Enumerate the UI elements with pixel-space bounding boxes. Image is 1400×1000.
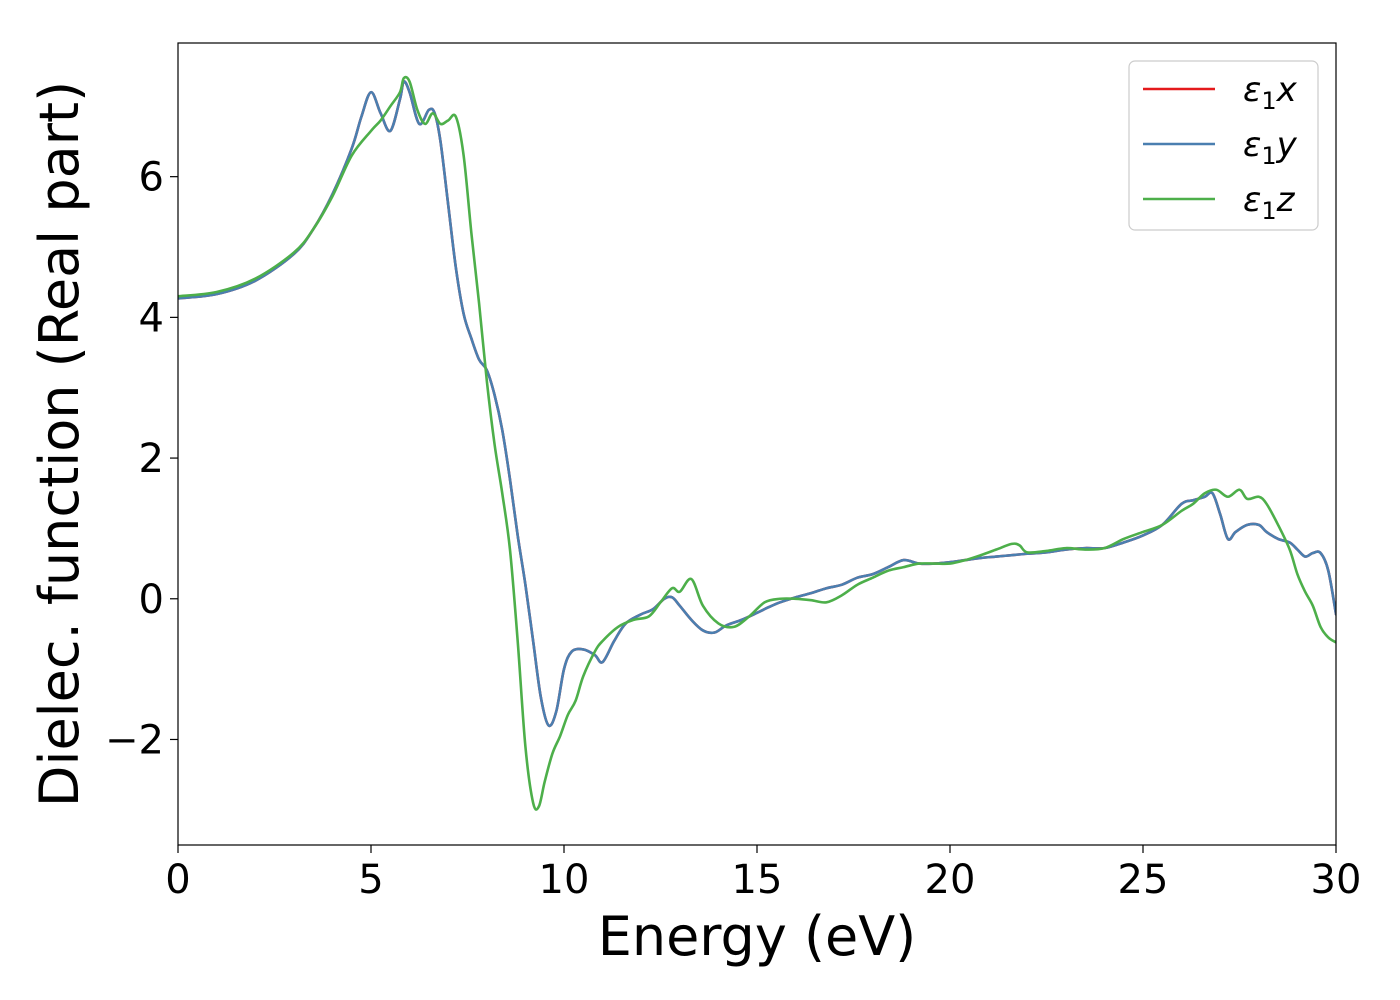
legend-label-y: ε1y: [1243, 125, 1298, 170]
legend-label-x: ε1x: [1243, 70, 1298, 115]
x-tick-label: 25: [1118, 857, 1169, 903]
y-tick-label: 2: [139, 436, 164, 482]
x-tick-label: 20: [925, 857, 976, 903]
x-axis: 0 5 10 15 20 25 30: [165, 845, 1361, 903]
series-layer: [178, 75, 1336, 811]
x-axis-label: Energy (eV): [598, 905, 917, 968]
x-tick-label: 15: [732, 857, 783, 903]
x-tick-label: 10: [539, 857, 590, 903]
series-line-z: [178, 75, 1336, 811]
y-tick-label: 0: [139, 577, 164, 623]
x-tick-label: 5: [358, 857, 383, 903]
legend-box: [1128, 60, 1319, 231]
y-axis-label: Dielec. function (Real part): [28, 81, 91, 807]
x-tick-label: 0: [165, 857, 190, 903]
y-tick-label: 6: [139, 155, 164, 201]
y-tick-label: −2: [105, 717, 164, 763]
y-tick-label: 4: [139, 295, 164, 341]
legend: ε1x ε1y ε1z: [1128, 60, 1319, 231]
y-axis: −2 0 2 4 6: [105, 155, 178, 763]
legend-label-z: ε1z: [1243, 180, 1296, 225]
x-tick-label: 30: [1311, 857, 1362, 903]
